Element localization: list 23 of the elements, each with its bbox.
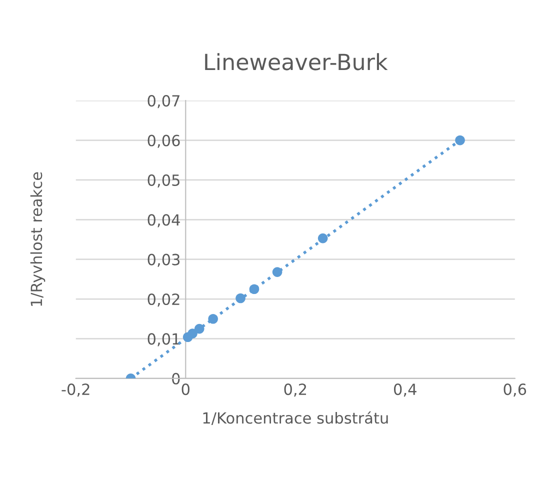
y-tick-label: 0,04 [148,214,180,228]
x-axis-title: 1/Koncentrace substrátu [203,411,388,425]
y-tick-label: 0,07 [148,95,180,108]
x-tick-label: -0,2 [62,384,90,397]
y-tick-label: 0,05 [148,174,180,188]
point [208,314,218,324]
point [236,293,246,304]
point [318,233,328,244]
y-tick-label: 0,02 [148,294,180,307]
x-tick-label: 0,4 [394,384,416,397]
y-tick-label: 0,01 [148,333,180,346]
x-tick-label: 0 [182,384,190,396]
point [272,267,282,277]
y-tick-label: 0,03 [148,254,180,267]
point [249,284,260,294]
chart-title: Lineweaver-Burk [205,53,388,70]
x-tick-label: 0,2 [284,384,306,397]
point [188,328,198,338]
y-axis-title: 1/Ryvhlost reakce [30,172,46,306]
point [455,135,465,146]
point [194,324,204,334]
y-tick-label: 0,06 [148,134,180,148]
x-tick-label: 0,6 [504,384,526,397]
